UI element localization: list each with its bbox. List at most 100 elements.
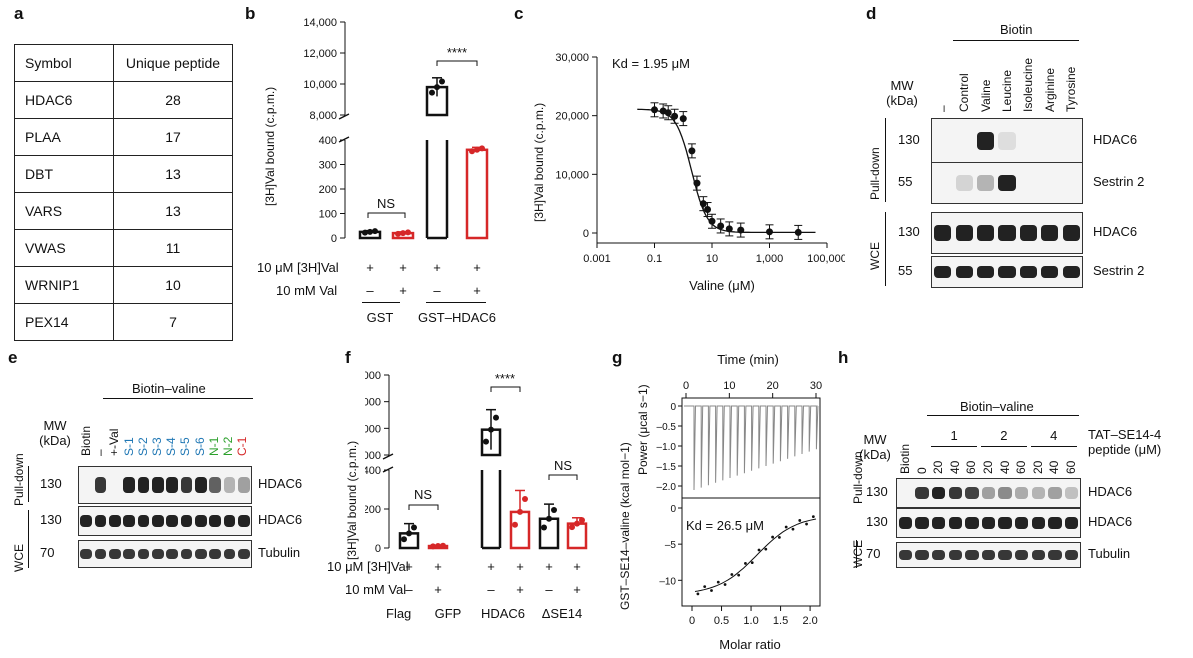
y-tick-label: 8,000 — [309, 110, 337, 122]
row1-value: + — [545, 559, 553, 574]
blot-band — [223, 548, 236, 560]
blot-band — [948, 549, 962, 561]
lane-label: N-2 — [221, 436, 235, 456]
data-point — [401, 536, 407, 543]
data-point — [693, 179, 701, 187]
protein-label: HDAC6 — [1088, 514, 1133, 529]
bar — [465, 148, 489, 240]
blot-band — [109, 548, 121, 560]
data-point — [710, 589, 713, 592]
x-tick-label: 2.0 — [802, 615, 817, 627]
lane-label: 60 — [1014, 460, 1029, 474]
lane-label: Biotin — [79, 425, 93, 456]
blot-band — [998, 174, 1016, 192]
panel-g-kd: Kd = 26.5 μM — [686, 518, 764, 533]
data-point — [488, 426, 494, 433]
lane-label: 60 — [1064, 460, 1078, 474]
section-line — [885, 212, 886, 286]
blot-band — [166, 515, 178, 527]
table-row: PLAA 17 — [14, 118, 233, 156]
blot-row — [931, 162, 1083, 204]
blot-band — [998, 517, 1012, 529]
panel-b-chart: 0 100 200 300 400 14,000 12,000 10,000 8,000 NS **… — [303, 17, 489, 245]
panel-d-pulldown-label: Pull-down — [868, 147, 882, 200]
data-point — [811, 515, 815, 519]
panel-d-wce-label: WCE — [868, 242, 882, 270]
panel-b-row1-label: 10 μM [3H]Val — [257, 260, 339, 275]
x-tick-label: 0.001 — [583, 253, 611, 265]
lane-label: 40 — [947, 460, 962, 474]
panel-e-pulldown-label: Pull-down — [12, 453, 26, 506]
x-tick-label: 1.0 — [743, 615, 758, 627]
data-point — [771, 535, 774, 539]
blot-band — [195, 477, 207, 493]
lane-label: S-2 — [135, 437, 150, 456]
row1-value: + — [434, 559, 442, 574]
table-cell-peptides: 13 — [113, 155, 233, 193]
data-point — [429, 89, 435, 96]
sig-label-stars: **** — [447, 45, 467, 60]
data-point — [367, 228, 373, 235]
row2-value: + — [516, 582, 524, 597]
data-point — [737, 573, 741, 577]
data-point — [744, 562, 747, 565]
panel-h-wce-label: WCE — [851, 540, 865, 568]
blot-band — [965, 549, 979, 561]
blot-band — [94, 477, 107, 493]
data-point — [699, 200, 707, 208]
blot-band — [123, 548, 135, 560]
blot-band — [1041, 224, 1059, 242]
row2-value: + — [473, 283, 481, 298]
blot-band — [1015, 487, 1029, 499]
panel-g-top-xlabel: Time (min) — [717, 352, 779, 367]
data-point — [493, 414, 499, 421]
lane-label: N-1 — [206, 436, 221, 456]
blot-band — [977, 131, 995, 151]
data-point — [716, 580, 720, 584]
panel-d-biotin: Biotin — [1000, 22, 1033, 37]
data-point — [434, 84, 440, 91]
data-point — [717, 222, 725, 230]
blot-band — [981, 487, 996, 499]
blot-band — [998, 265, 1016, 279]
protein-label: Tubulin — [258, 545, 301, 560]
itc-trace — [684, 405, 819, 491]
blot-band — [238, 548, 250, 560]
blot-band — [915, 517, 929, 529]
row1-value: + — [366, 260, 374, 275]
table-cell-peptides: 7 — [113, 303, 233, 341]
blot-band — [152, 515, 164, 527]
data-point — [512, 521, 518, 528]
data-point — [469, 148, 475, 155]
table-row: WRNIP1 10 — [14, 266, 233, 304]
data-point — [435, 543, 441, 550]
panel-h-header: Biotin–valine — [960, 399, 1034, 414]
y-tick-label: 120,000 — [365, 370, 381, 382]
mw-value: 130 — [40, 512, 62, 527]
panel-d-mw: MW (kDa) — [886, 78, 918, 108]
data-point — [750, 561, 754, 565]
sig-bracket — [548, 474, 578, 480]
table-row: PEX14 7 — [14, 303, 233, 341]
data-point — [522, 496, 528, 503]
blot-band — [209, 548, 221, 560]
data-point — [430, 543, 436, 550]
blot-band — [1019, 224, 1037, 242]
blot-band — [109, 515, 121, 527]
mw-value: 130 — [40, 476, 62, 491]
section-line — [28, 466, 29, 502]
table-cell-symbol: VWAS — [14, 229, 114, 267]
x-tick-label: 20 — [767, 380, 779, 392]
group-label: 4 — [1050, 428, 1058, 443]
lane-label: Isoleucine — [1021, 57, 1036, 112]
table-cell-symbol: PLAA — [14, 118, 114, 156]
mw-value: 130 — [898, 132, 920, 147]
blot-band — [180, 548, 193, 560]
y-tick-label: –1.5 — [657, 462, 677, 473]
y-tick-label: 20,000 — [555, 111, 589, 123]
sig-bracket — [490, 386, 521, 392]
y-tick-label: 30,000 — [555, 52, 589, 64]
y-tick-label: –5 — [665, 540, 677, 551]
panel-e-header: Biotin–valine — [132, 381, 206, 396]
blot-row — [896, 478, 1081, 508]
